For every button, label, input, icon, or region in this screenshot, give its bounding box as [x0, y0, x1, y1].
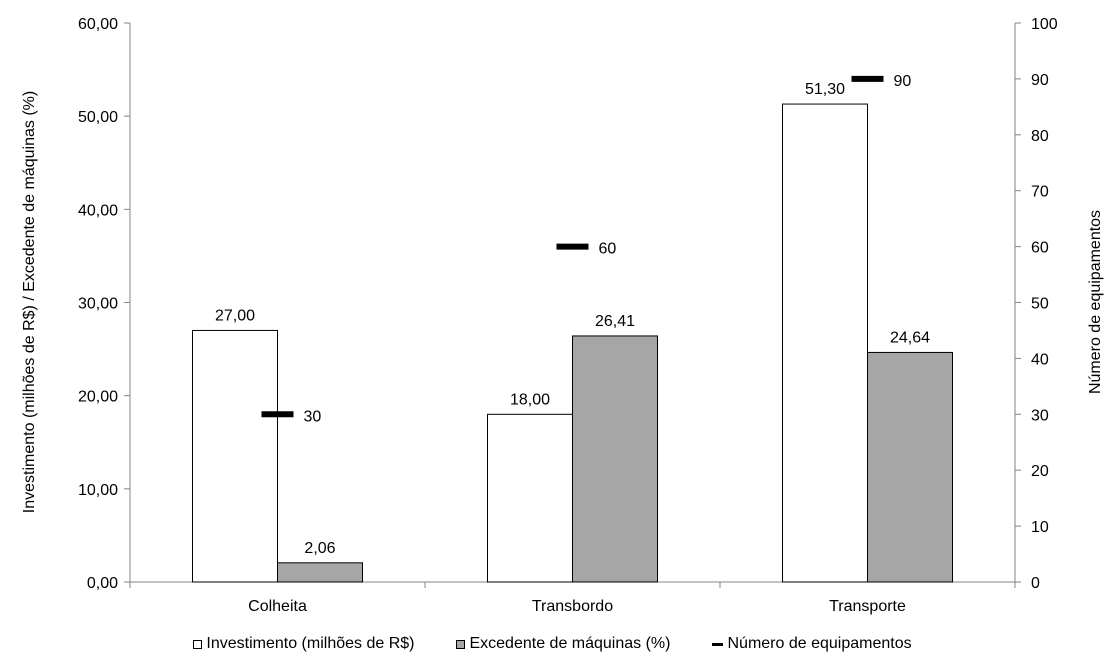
category-label: Colheita: [248, 598, 307, 615]
bar: [867, 351, 953, 583]
bar: [192, 329, 278, 583]
legend-swatch-equipamentos: [712, 642, 724, 646]
right-tick-label: 80: [1031, 128, 1049, 145]
right-tick-label: 40: [1031, 351, 1049, 368]
right-tick-label: 70: [1031, 184, 1049, 201]
left-tick-label: 10,00: [78, 482, 118, 499]
right-tick-label: 60: [1031, 240, 1049, 257]
right-axis: 0 10 20 30 40 50 60 70 80 90 100: [1014, 16, 1058, 592]
bar-data-label: 2,06: [304, 540, 335, 557]
marker-data-label: 30: [304, 408, 322, 425]
markers: [261, 75, 884, 418]
right-tick-label: 10: [1031, 519, 1049, 536]
left-tick-label: 50,00: [78, 109, 118, 126]
y-axis-title: Investimento (milhões de R$) / Excedente…: [21, 91, 38, 513]
bar-data-label: 51,30: [805, 81, 845, 98]
legend-label-equipamentos: Número de equipamentos: [727, 635, 912, 652]
legend-swatch-investimento: [193, 639, 203, 649]
y2-axis-title: Número de equipamentos: [1087, 210, 1104, 394]
bar: [782, 103, 868, 583]
data-labels: 27,00 2,06 18,00 26,41 51,30 24,64 30 60 90: [215, 73, 930, 557]
left-tick-label: 30,00: [78, 296, 118, 313]
x-axis: Colheita Transbordo Transporte: [129, 581, 1016, 615]
right-tick-label: 20: [1031, 463, 1049, 480]
bar-data-label: 24,64: [890, 329, 930, 346]
legend-label-investimento: Investimento (milhões de R$): [206, 635, 415, 652]
legend-item-equipamentos: Número de equipamentos: [712, 635, 912, 653]
legend-item-investimento: Investimento (milhões de R$): [193, 635, 414, 653]
bar: [277, 562, 363, 583]
category-label: Transbordo: [532, 598, 613, 615]
left-tick-label: 20,00: [78, 389, 118, 406]
category-label: Transporte: [829, 598, 906, 615]
right-tick-label: 30: [1031, 407, 1049, 424]
left-tick-label: 0,00: [87, 575, 118, 592]
marker-data-label: 90: [894, 73, 912, 90]
bar-data-label: 26,41: [595, 313, 635, 330]
left-axis: 0,00 10,00 20,00 30,00 40,00 50,00 60,00: [78, 16, 131, 592]
right-tick-label: 100: [1031, 16, 1058, 33]
bar-data-label: 18,00: [510, 391, 550, 408]
bar-data-label: 27,00: [215, 307, 255, 324]
legend-item-excedente: Excedente de máquinas (%): [456, 635, 670, 653]
right-tick-label: 90: [1031, 72, 1049, 89]
bars: [192, 103, 953, 583]
legend-label-excedente: Excedente de máquinas (%): [469, 635, 671, 652]
left-tick-label: 40,00: [78, 202, 118, 219]
right-tick-label: 50: [1031, 296, 1049, 313]
legend: Investimento (milhões de R$) Excedente d…: [0, 630, 1105, 658]
bar: [487, 413, 573, 583]
bar: [572, 335, 658, 583]
marker-data-label: 60: [599, 241, 617, 258]
right-tick-label: 0: [1031, 575, 1040, 592]
legend-swatch-excedente: [456, 639, 466, 649]
left-tick-label: 60,00: [78, 16, 118, 33]
combo-chart: 0,00 10,00 20,00 30,00 40,00 50,00 60,00 0 10 20…: [21, 16, 1104, 615]
